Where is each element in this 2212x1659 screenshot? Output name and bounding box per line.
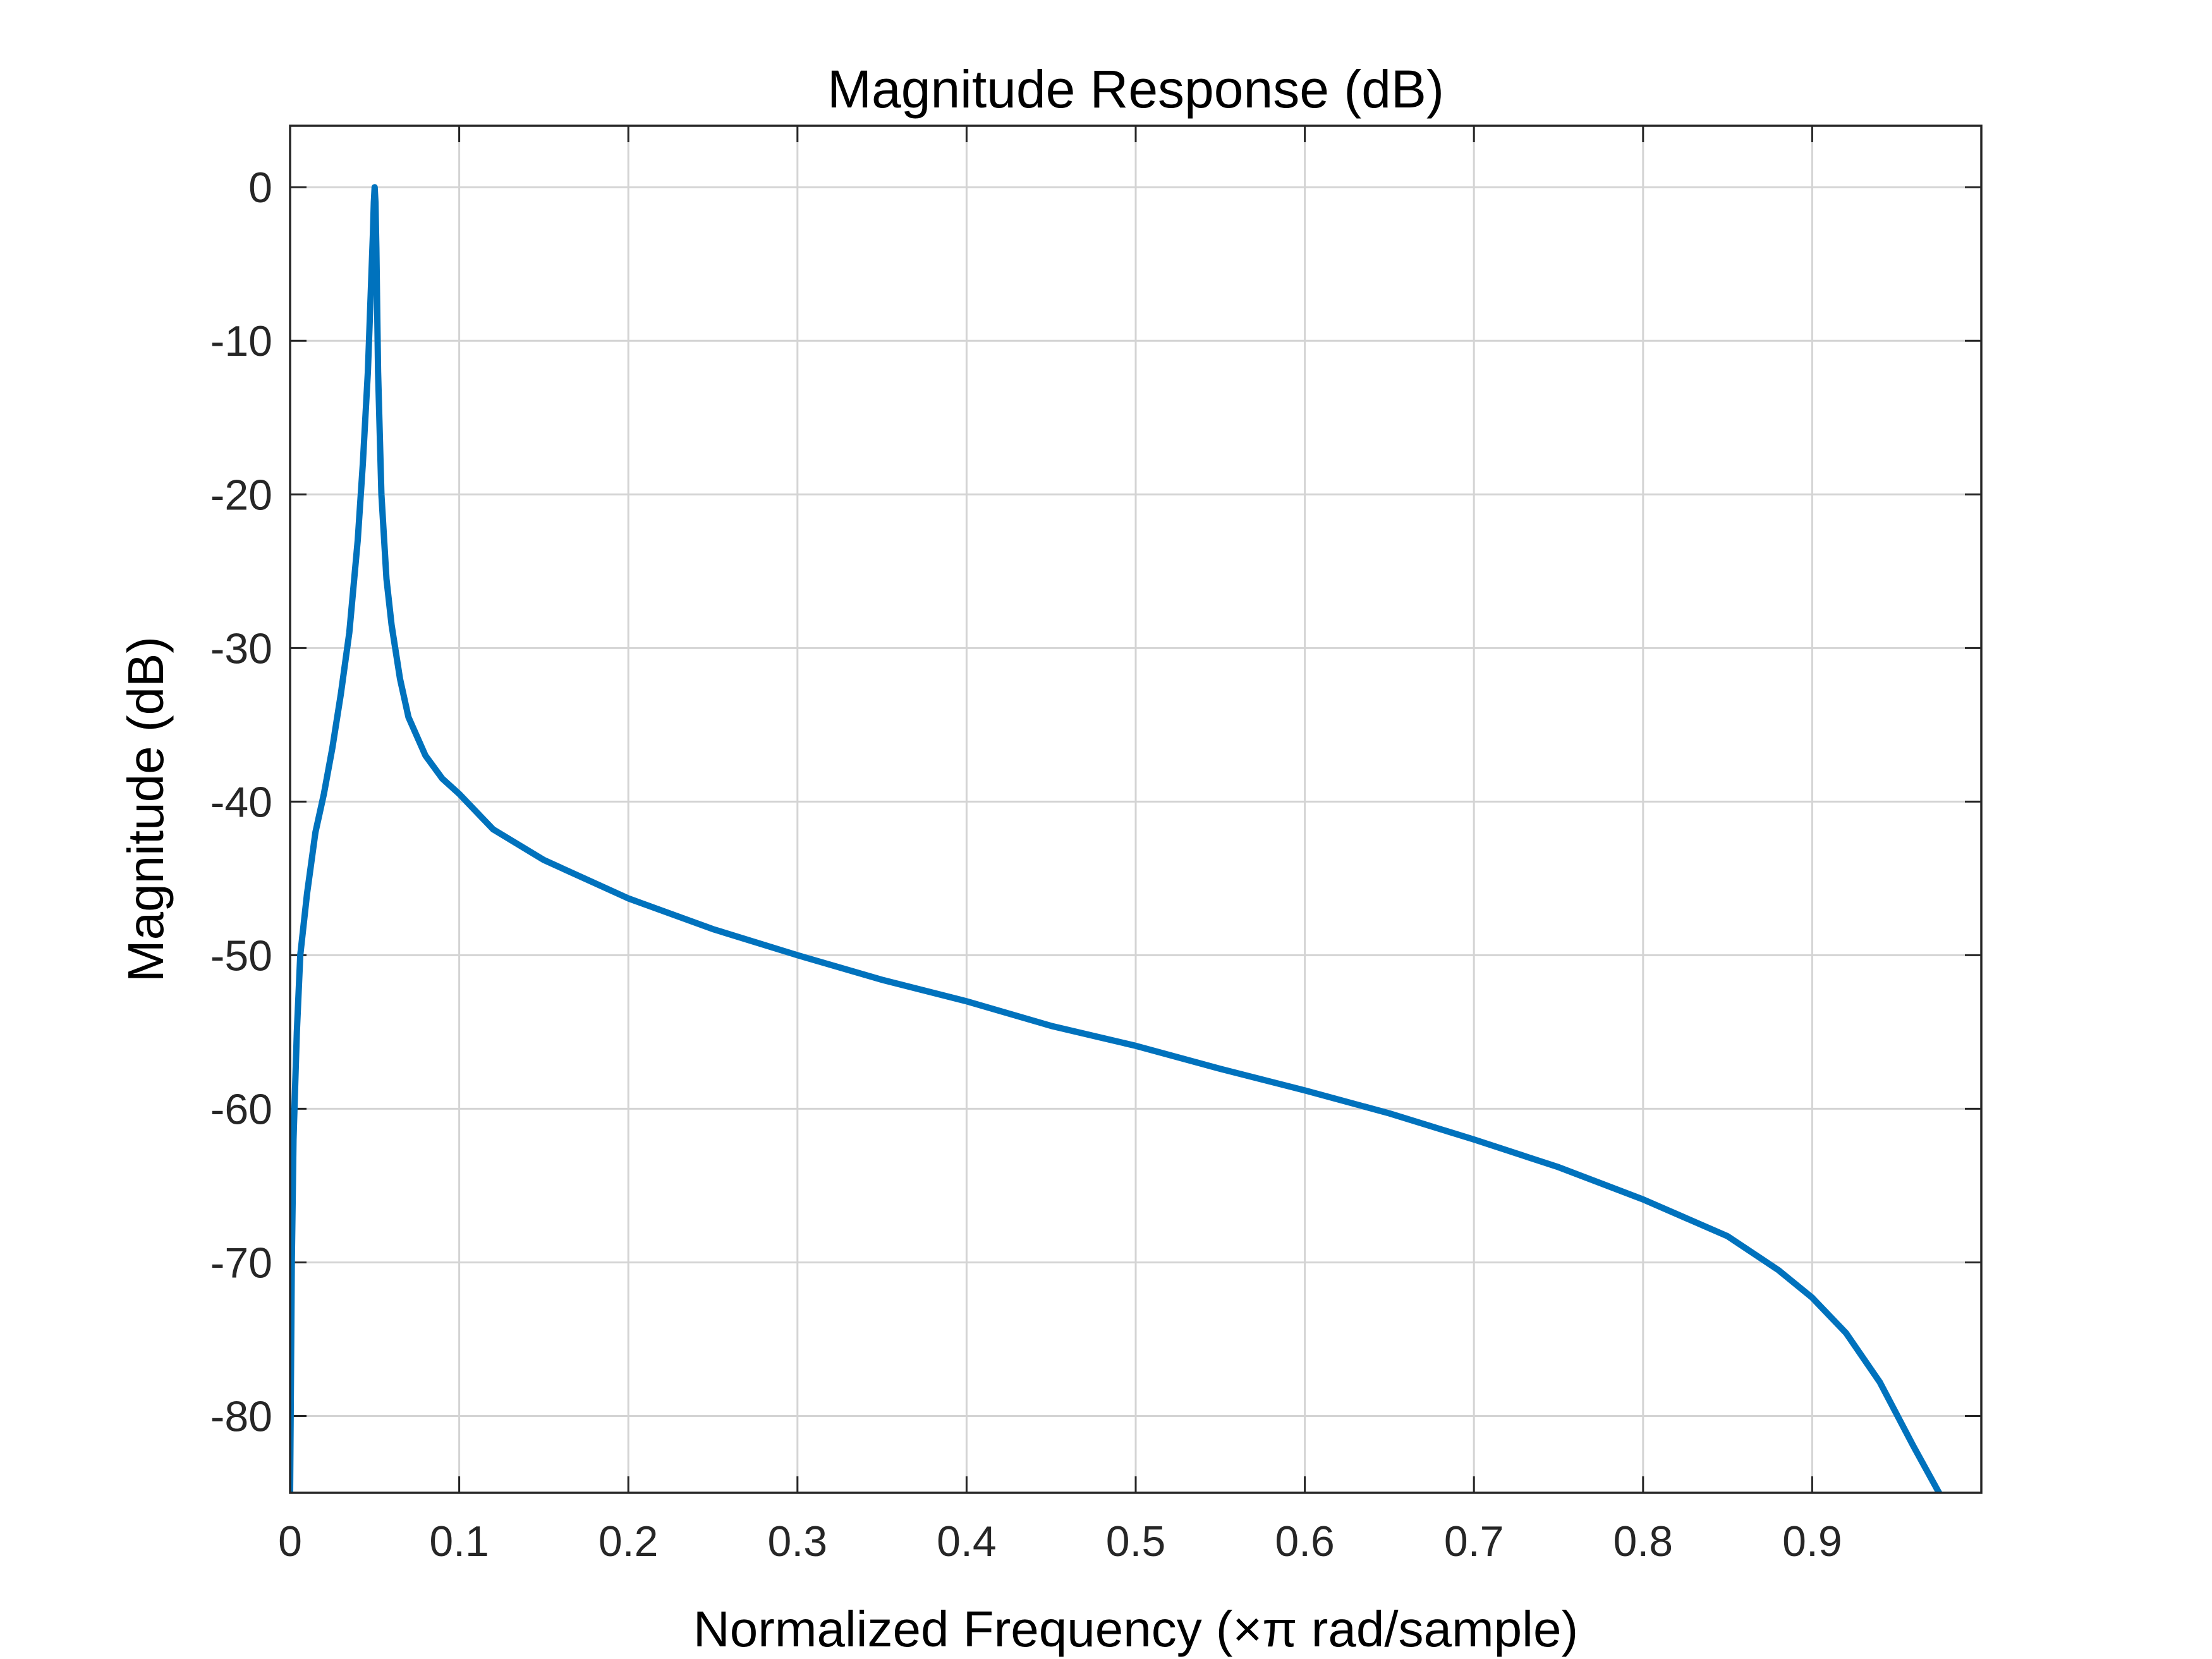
x-tick-label: 0.2 xyxy=(599,1517,659,1565)
x-tick-label: 0.8 xyxy=(1613,1517,1674,1565)
tick-marks xyxy=(289,126,1981,1493)
axes-box xyxy=(289,125,1983,1494)
x-tick-label: 0.4 xyxy=(937,1517,997,1565)
y-tick-label: -40 xyxy=(210,778,272,826)
plot-area xyxy=(290,184,1943,1493)
y-tick-label: -60 xyxy=(210,1085,272,1133)
y-tick-labels: 0 -10 -20 -30 -40 -50 -60 -70 -80 xyxy=(210,164,272,1440)
y-tick-label: -20 xyxy=(210,471,272,519)
x-tick-label: 0.5 xyxy=(1106,1517,1166,1565)
y-tick-label: 0 xyxy=(248,164,272,212)
y-axis-title: Magnitude (dB) xyxy=(118,636,174,982)
magnitude-line xyxy=(290,184,1943,1493)
y-tick-label: -30 xyxy=(210,624,272,672)
x-tick-label: 0.6 xyxy=(1275,1517,1335,1565)
x-tick-label: 0.3 xyxy=(768,1517,828,1565)
grid xyxy=(289,126,1981,1493)
x-tick-label: 0.7 xyxy=(1444,1517,1504,1565)
y-tick-label: -70 xyxy=(210,1239,272,1287)
y-tick-label: -80 xyxy=(210,1392,272,1440)
x-tick-label: 0 xyxy=(278,1517,302,1565)
y-tick-label: -50 xyxy=(210,932,272,980)
x-tick-labels: 0 0.1 0.2 0.3 0.4 0.5 0.6 0.7 0.8 0.9 xyxy=(278,1517,1842,1565)
chart-title: Magnitude Response (dB) xyxy=(827,59,1444,119)
x-tick-label: 0.1 xyxy=(429,1517,489,1565)
x-axis-title: Normalized Frequency (×π rad/sample) xyxy=(693,1601,1578,1657)
x-tick-label: 0.9 xyxy=(1782,1517,1842,1565)
y-tick-label: -10 xyxy=(210,317,272,365)
